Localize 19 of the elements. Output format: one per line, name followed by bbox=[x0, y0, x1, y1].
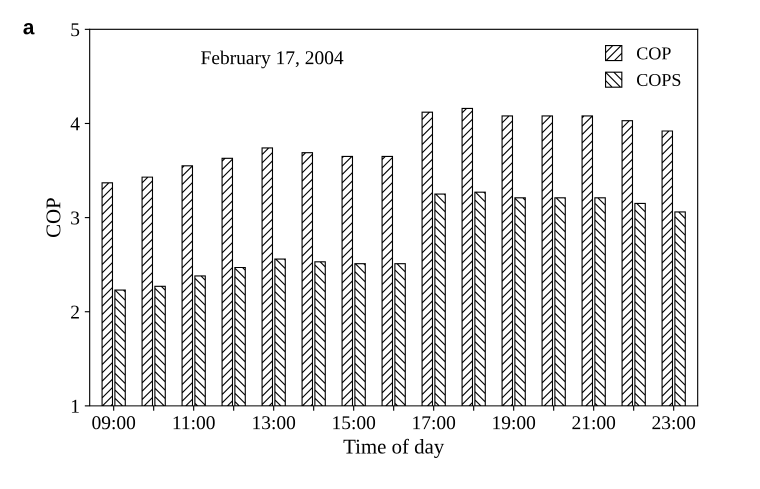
text: a bbox=[23, 23, 35, 34]
x-tick-label: 13:00 bbox=[253, 416, 296, 430]
legend-label: COP bbox=[637, 47, 671, 60]
y-tick-label: 2 bbox=[71, 306, 79, 318]
x-tick-label: 15:00 bbox=[333, 416, 376, 430]
y-tick-label: 3 bbox=[71, 211, 80, 225]
y-axis-title: COP bbox=[46, 198, 60, 238]
x-tick-label: 21:00 bbox=[572, 416, 616, 430]
y-tick-label: 1 bbox=[72, 400, 79, 413]
y-tick-label: 4 bbox=[70, 117, 80, 130]
x-tick-label: 11:00 bbox=[174, 416, 215, 430]
x-tick-label: 09:00 bbox=[92, 416, 136, 430]
x-axis-title: Time of day bbox=[344, 438, 444, 458]
x-tick-label: 19:00 bbox=[493, 416, 536, 430]
x-tick-label: 23:00 bbox=[652, 416, 696, 430]
x-tick-label: 17:00 bbox=[413, 416, 456, 430]
y-tick-label: 5 bbox=[71, 23, 80, 36]
legend-label: COPS bbox=[637, 74, 680, 86]
text: February 17, 2004 bbox=[201, 50, 344, 68]
